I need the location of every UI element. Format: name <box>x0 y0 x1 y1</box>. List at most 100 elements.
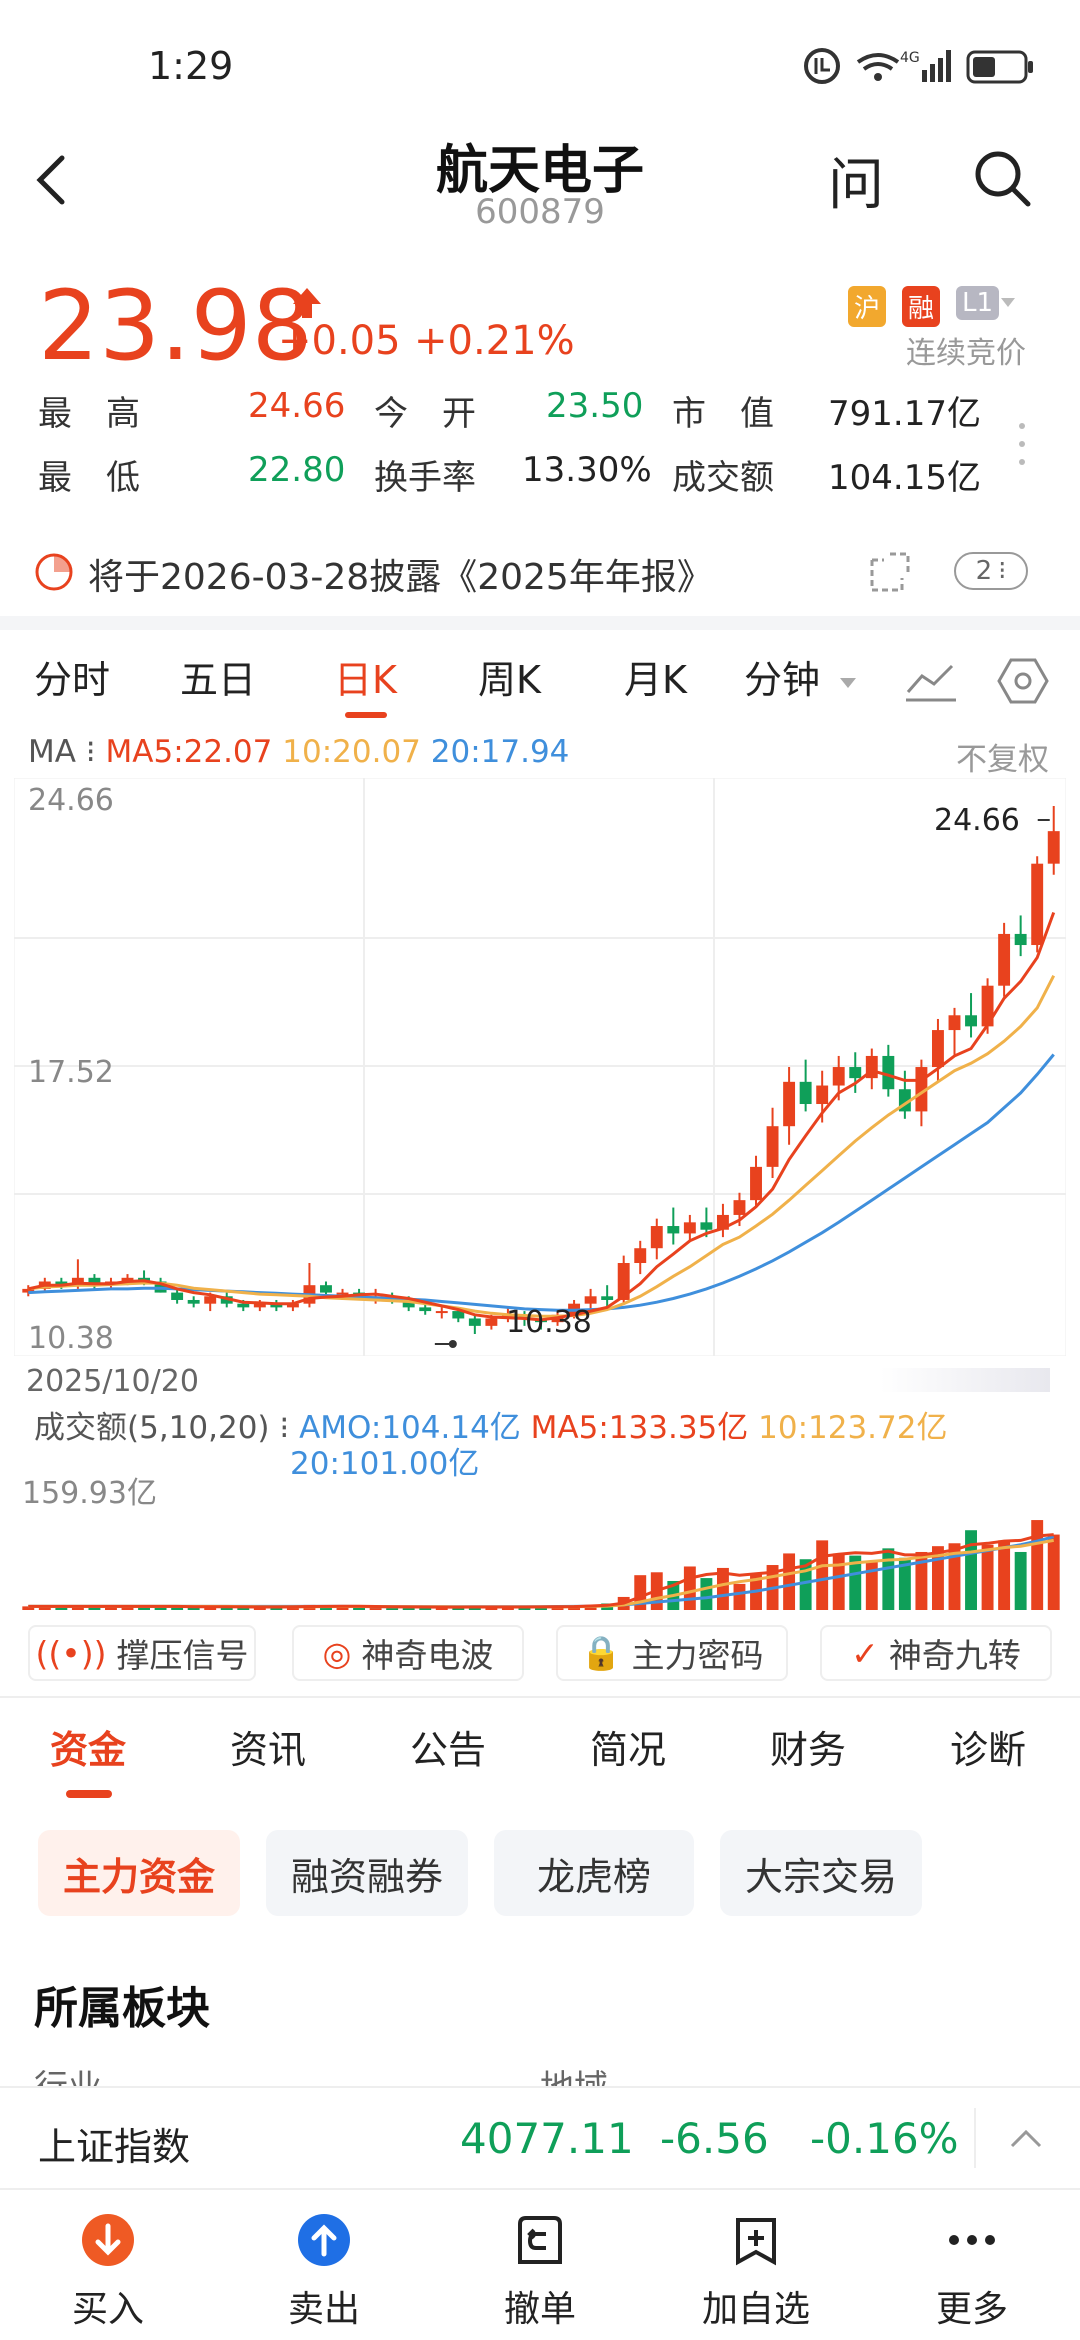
chip-dragon-tiger[interactable]: 龙虎榜 <box>494 1830 694 1916</box>
volume-bar <box>518 1607 531 1610</box>
candle-body <box>931 1030 944 1068</box>
candle-body <box>965 1015 977 1027</box>
tool-label: 神奇九转 <box>888 1636 1021 1675</box>
amo-value: AMO:104.14亿 <box>299 1410 521 1446</box>
nav-cancel-order[interactable]: 撤单 <box>432 2200 648 2340</box>
candle-body <box>452 1311 465 1319</box>
candle-body <box>733 1200 746 1215</box>
tool-magic-nine[interactable]: ✓ 神奇九转 <box>820 1625 1052 1681</box>
volume-bar <box>1047 1534 1060 1610</box>
tab-minute[interactable]: 分钟 <box>744 658 821 702</box>
index-name: 上证指数 <box>38 2125 191 2169</box>
nav-add-watchlist[interactable]: 加自选 <box>648 2200 864 2340</box>
tool-main-code[interactable]: 🔒 主力密码 <box>556 1625 788 1681</box>
candle-body <box>1031 863 1044 946</box>
amo-ma10: 10:123.72亿 <box>758 1410 948 1446</box>
candle-body <box>419 1307 432 1312</box>
volume-bar <box>948 1543 961 1610</box>
index-bar[interactable]: 上证指数 4077.11 -6.56 -0.16% <box>0 2086 1080 2190</box>
candle-body <box>22 1288 35 1293</box>
notice-count-badge[interactable]: 2 ⁝ <box>954 552 1028 590</box>
nav-label: 买入 <box>71 2289 144 2330</box>
amo-ma20: 20:101.00亿 <box>290 1446 480 1482</box>
tab-monthly-k[interactable]: 月K <box>624 658 687 702</box>
tab-5day[interactable]: 五日 <box>180 658 257 702</box>
nav-sell[interactable]: 卖出 <box>216 2200 432 2340</box>
candle-body <box>998 933 1011 986</box>
tool-support-signal[interactable]: ((•)) 撑压信号 <box>28 1625 256 1681</box>
more-vertical-icon[interactable] <box>1016 420 1028 470</box>
candle-body <box>601 1296 614 1300</box>
minute-dropdown-icon[interactable] <box>838 676 858 690</box>
candle-body <box>253 1303 266 1308</box>
candle-body <box>650 1226 663 1249</box>
candle-body <box>270 1303 283 1308</box>
chip-margin[interactable]: 融资融券 <box>266 1830 468 1916</box>
amount-value: 104.15亿 <box>828 458 981 498</box>
tab-intraday[interactable]: 分时 <box>34 658 111 702</box>
chevron-up-icon[interactable] <box>1008 2126 1044 2150</box>
tab-daily-k[interactable]: 日K <box>334 658 397 702</box>
ma-sep: ⁝ <box>75 734 106 770</box>
nav-buy[interactable]: 买入 <box>0 2200 216 2340</box>
tab-finance[interactable]: 财务 <box>770 1728 847 1772</box>
tag-level: L1 <box>956 286 1000 320</box>
adjust-mode[interactable]: 不复权 <box>956 742 1049 778</box>
back-icon[interactable] <box>30 150 70 210</box>
volume-bar <box>435 1607 448 1610</box>
ask-button[interactable]: 问 <box>828 153 884 218</box>
tool-label: 撑压信号 <box>116 1636 249 1675</box>
volume-bar <box>535 1607 547 1610</box>
candle-body <box>766 1126 779 1167</box>
y-mid-label: 17.52 <box>28 1055 114 1090</box>
chip-main-funds[interactable]: 主力资金 <box>38 1830 240 1916</box>
chip-block-trade[interactable]: 大宗交易 <box>720 1830 922 1916</box>
tab-funds[interactable]: 资金 <box>50 1728 127 1772</box>
dropdown-icon <box>1001 298 1015 307</box>
candle-body <box>799 1081 812 1105</box>
kline-chart[interactable]: 24.66 17.52 10.38 24.66 10.38 <box>14 778 1066 1356</box>
open-label: 今 开 <box>374 394 476 434</box>
share-icon[interactable] <box>866 548 914 596</box>
volume-bar <box>353 1607 366 1610</box>
tab-announcements[interactable]: 公告 <box>410 1728 487 1772</box>
candle-body <box>683 1222 696 1234</box>
tool-magic-wave[interactable]: ◎ 神奇电波 <box>292 1625 524 1681</box>
volume-bar <box>1014 1551 1027 1610</box>
scroll-thumb[interactable] <box>880 1368 1050 1392</box>
volume-chart[interactable] <box>14 1490 1066 1612</box>
volume-bar <box>270 1607 283 1610</box>
volume-bar <box>187 1607 200 1610</box>
candle-body <box>237 1303 250 1308</box>
block-title: 所属板块 <box>34 1983 210 2034</box>
search-icon[interactable] <box>970 146 1034 210</box>
quote-grid: 最 高 24.66 今 开 23.50 市 值 791.17亿 最 低 22.8… <box>38 386 998 498</box>
tab-profile[interactable]: 简况 <box>590 1728 667 1772</box>
divider <box>0 616 1080 630</box>
volume-bar <box>998 1540 1011 1610</box>
block-columns: 行业 地域 <box>0 2056 1080 2086</box>
tab-news[interactable]: 资讯 <box>230 1728 307 1772</box>
indicator-icon[interactable] <box>904 658 958 704</box>
nav-label: 卖出 <box>287 2289 360 2330</box>
settings-hex-icon[interactable] <box>996 656 1050 706</box>
tab-diagnosis[interactable]: 诊断 <box>950 1728 1027 1772</box>
volume-bar <box>88 1606 101 1610</box>
volume-bar <box>981 1544 994 1610</box>
stock-code: 600879 <box>475 192 605 232</box>
candle-body <box>700 1222 713 1230</box>
candle-body <box>336 1292 349 1295</box>
tab-weekly-k[interactable]: 周K <box>478 658 541 702</box>
ma-prefix: MA <box>28 734 76 770</box>
volume-bar <box>138 1606 151 1610</box>
tab-indicator <box>345 712 387 718</box>
nav-more[interactable]: 更多 <box>864 2200 1080 2340</box>
amo-prefix: 成交额(5,10,20) <box>34 1410 270 1446</box>
notice-dots: ⁝ <box>998 556 1007 586</box>
candle-body <box>634 1248 647 1264</box>
notice-bar[interactable]: 将于2026-03-28披露《2025年年报》 2 ⁝ <box>0 540 1080 600</box>
status-bar: 1:29 4G <box>0 0 1080 120</box>
amo-ymax: 159.93亿 <box>22 1476 157 1511</box>
high-label: 最 高 <box>38 394 140 434</box>
volume-bar <box>931 1546 944 1610</box>
